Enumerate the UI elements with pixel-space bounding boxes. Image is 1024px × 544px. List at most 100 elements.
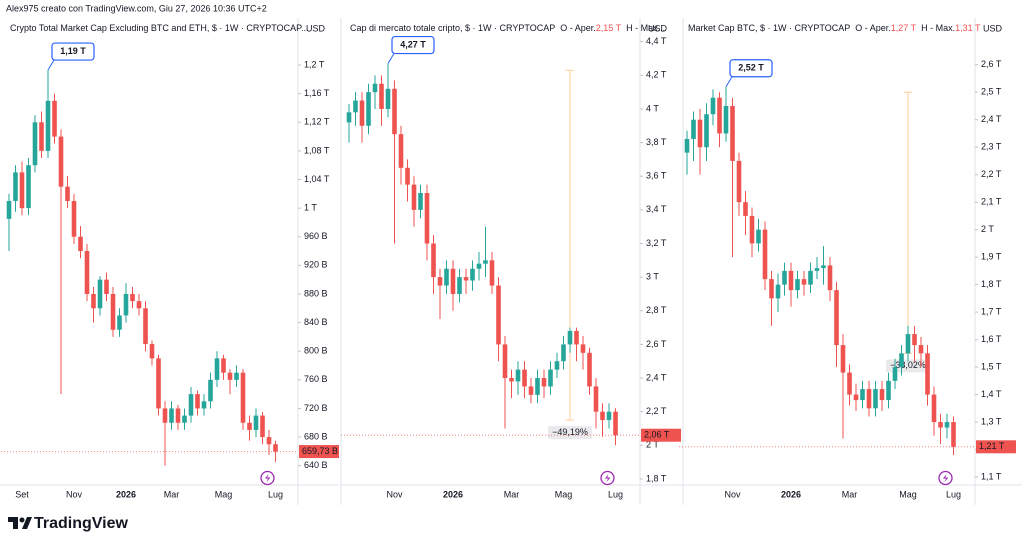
y-tick-label: 1,04 T	[304, 174, 330, 184]
candle-body	[130, 293, 135, 302]
y-tick-label: 2,6 T	[646, 339, 667, 349]
candle-body	[418, 193, 423, 210]
axis-unit: USD	[983, 23, 1003, 33]
y-tick-label: 920 B	[304, 260, 328, 270]
y-tick-label: 1,8 T	[981, 279, 1002, 289]
candle-body	[273, 444, 278, 452]
candle-body	[717, 97, 722, 134]
candle-body	[912, 334, 917, 346]
y-tick-label: 2,8 T	[646, 305, 667, 315]
y-tick-label: 2,4 T	[646, 372, 667, 382]
candle-body	[227, 372, 233, 380]
candle-body	[899, 353, 904, 368]
axis-unit: USD	[648, 23, 668, 33]
y-tick-label: 1,1 T	[981, 471, 1002, 481]
y-tick-label: 1,12 T	[304, 117, 330, 127]
chart-legend: Market Cap BTC, $ · 1W · CRYPTOCAP O - Ap…	[688, 23, 981, 33]
logo-mark	[22, 517, 32, 529]
candle-body	[795, 279, 800, 291]
axis-unit: USD	[306, 23, 326, 33]
candle-body	[840, 345, 846, 373]
y-tick-label: 2,4 T	[981, 114, 1002, 124]
candle-body	[117, 315, 122, 330]
candle-body	[221, 358, 226, 373]
y-tick-label: 880 B	[304, 288, 328, 298]
candle-body	[437, 277, 443, 286]
candle-body	[52, 100, 57, 137]
candle-body	[684, 138, 690, 153]
y-tick-label: 1,08 T	[304, 145, 330, 155]
y-tick-label: 720 B	[304, 403, 328, 413]
chart-legend: Crypto Total Market Cap Excluding BTC an…	[10, 23, 308, 33]
y-tick-label: 1,16 T	[304, 88, 330, 98]
candle-body	[756, 229, 761, 244]
candle-body	[379, 83, 384, 109]
candle-body	[528, 386, 534, 395]
candle-body	[385, 88, 391, 109]
candle-body	[801, 279, 807, 285]
candle-body	[554, 361, 560, 370]
candle-body	[710, 97, 716, 115]
peak-label: 1,19 T	[60, 46, 86, 56]
logo-mark	[8, 517, 18, 529]
candle-body	[853, 394, 859, 401]
candle-body	[535, 378, 540, 395]
candle-body	[424, 193, 430, 244]
x-tick-label: Mag	[215, 489, 233, 499]
candle-body	[58, 136, 64, 187]
snapshot-header: Alex975 creato con TradingView.com, Giu …	[6, 3, 267, 13]
chart-title: Crypto Total Market Cap Excluding BTC an…	[10, 23, 308, 33]
candle-body	[476, 263, 482, 269]
candle-body	[188, 394, 194, 416]
legend-item: H - Max.	[921, 23, 955, 33]
candle-body	[195, 394, 200, 409]
candle-body	[91, 293, 96, 309]
candle-body	[873, 389, 878, 409]
y-tick-label: 2 T	[646, 440, 659, 450]
candle-body	[606, 411, 612, 421]
y-tick-label: 2 T	[981, 224, 994, 234]
alert-icon	[605, 474, 611, 483]
legend-item: 1,31 T	[955, 23, 981, 33]
candle-body	[19, 172, 25, 209]
candle-body	[567, 330, 573, 345]
x-tick-label: Nov	[724, 489, 741, 499]
price-box	[641, 428, 681, 442]
y-tick-label: 3,2 T	[646, 238, 667, 248]
y-tick-label: 2,5 T	[981, 87, 1002, 97]
candle-body	[587, 352, 592, 387]
candle-body	[431, 243, 436, 278]
candle-body	[905, 334, 911, 354]
candle-body	[6, 200, 12, 219]
candle-body	[450, 268, 456, 294]
candle-body	[541, 378, 547, 387]
y-tick-label: 1,4 T	[981, 389, 1002, 399]
x-tick-label: Mar	[504, 489, 520, 499]
legend-item: 1,27 T	[891, 23, 917, 33]
candle-body	[483, 260, 488, 264]
candle-body	[788, 270, 794, 291]
y-tick-label: 3,8 T	[646, 137, 667, 147]
candle-body	[110, 293, 116, 330]
candle-body	[65, 186, 70, 201]
x-tick-label: Mag	[555, 489, 573, 499]
candle-body	[366, 92, 371, 126]
y-tick-label: 1,7 T	[981, 306, 1002, 316]
x-tick-label: Mar	[164, 489, 180, 499]
peak-pointer	[725, 76, 733, 87]
y-tick-label: 1,8 T	[646, 473, 667, 483]
y-tick-label: 3 T	[646, 272, 659, 282]
candle-body	[762, 229, 768, 280]
candle-body	[359, 100, 365, 126]
candle-body	[879, 389, 885, 401]
candle-body	[489, 260, 495, 286]
candle-body	[548, 369, 553, 387]
measure-box	[548, 426, 592, 440]
candle-body	[918, 345, 924, 354]
candle-body	[821, 265, 826, 269]
candle-body	[723, 105, 729, 134]
alert-icon	[600, 470, 615, 486]
y-tick-label: 800 B	[304, 346, 328, 356]
candle-body	[346, 112, 352, 123]
